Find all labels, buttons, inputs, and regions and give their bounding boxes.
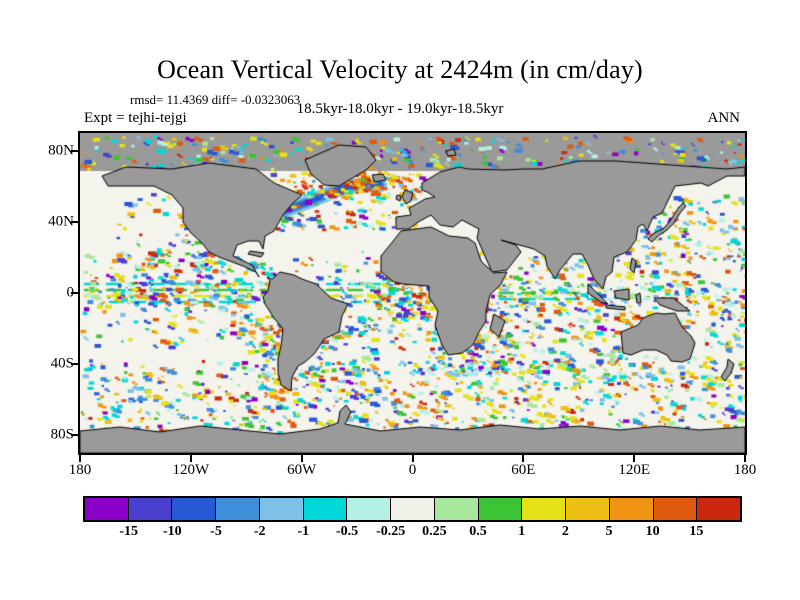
stats-line: rmsd= 11.4369 diff= -0.0323063 [130, 92, 301, 107]
colorbar [83, 496, 742, 522]
colorbar-segment [609, 498, 654, 520]
colorbar-tick-label: -0.25 [376, 524, 406, 539]
colorbar-tick-label: -1 [297, 524, 310, 539]
lat-tick-label: 40S [50, 355, 74, 372]
colorbar-tick-label: 0.5 [469, 524, 487, 539]
colorbar-segment [478, 498, 523, 520]
colorbar-tick-label: -2 [253, 524, 266, 539]
lon-tick-mark [411, 455, 414, 462]
colorbar-tick-label: 10 [645, 524, 660, 539]
lat-tick-mark [71, 149, 78, 152]
colorbar-segment [653, 498, 698, 520]
lon-tick-label: 180 [733, 462, 757, 478]
lat-tick-label: 0 [34, 285, 75, 302]
colorbar-segment [566, 498, 610, 520]
colorbar-segment [697, 498, 741, 520]
world-map-canvas [80, 133, 745, 453]
lon-tick-mark [300, 455, 303, 462]
colorbar-segment [172, 498, 217, 520]
lon-tick-mark [79, 455, 81, 462]
colorbar-tick-label: -10 [162, 524, 182, 539]
lon-tick-mark [189, 455, 192, 462]
lat-tick-mark [71, 363, 78, 366]
colorbar-segment [128, 498, 173, 520]
lon-tick-label: 180 [68, 462, 92, 478]
colorbar-tick-label: 2 [561, 524, 569, 539]
lon-tick-label: 120W [172, 462, 210, 478]
lat-tick-label: 80S [50, 426, 74, 443]
lat-tick-label: 40N [48, 213, 74, 230]
lat-tick-mark [71, 292, 78, 294]
colorbar-tick-label: 5 [605, 524, 613, 539]
lon-tick-mark [744, 455, 746, 462]
colorbar-segment [347, 498, 392, 520]
lat-tick-mark [71, 434, 78, 437]
colorbar-tick-label: -5 [210, 524, 222, 539]
plot-title: Ocean Vertical Velocity at 2424m (in cm/… [157, 55, 643, 84]
lon-tick-mark [522, 455, 525, 462]
map-frame [78, 131, 747, 455]
lon-tick-mark [633, 455, 636, 462]
experiment-label: Expt = tejhi-tejgi [84, 110, 187, 126]
colorbar-segment [522, 498, 567, 520]
colorbar-segment [391, 498, 435, 520]
colorbar-tick-label: -0.5 [335, 524, 359, 539]
colorbar-tick-label: 1 [518, 524, 526, 539]
colorbar-segment [259, 498, 304, 520]
colorbar-tick-label: 15 [689, 524, 704, 539]
lat-tick-label: 80N [48, 142, 74, 159]
lon-tick-label: 120E [618, 462, 650, 478]
colorbar-tick-label: -15 [119, 524, 138, 539]
colorbar-segment [434, 498, 479, 520]
period-line: 18.5kyr-18.0kyr - 19.0kyr-18.5kyr [296, 101, 504, 117]
season-label: ANN [707, 110, 741, 126]
lon-tick-label: 60E [511, 462, 536, 478]
lon-tick-label: 60W [287, 462, 317, 478]
colorbar-tick-label: 0.25 [422, 524, 447, 539]
colorbar-segment [85, 498, 129, 520]
colorbar-segment [216, 498, 260, 520]
lat-tick-mark [71, 220, 78, 223]
colorbar-segment [303, 498, 348, 520]
lon-tick-label: 0 [408, 462, 417, 478]
